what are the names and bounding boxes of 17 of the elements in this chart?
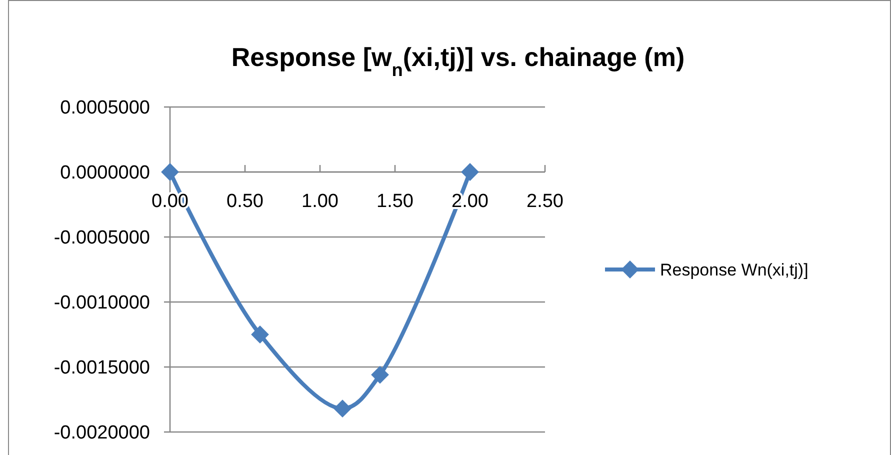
point [161, 163, 179, 181]
chart-title: Response [w$_{n}$(xi,tj)] vs. chainage (m) [231, 42, 685, 80]
point [461, 163, 479, 181]
legend-label: Response Wn(xi,tj)] [660, 260, 808, 280]
x-tick-label: 0.50 [226, 191, 264, 212]
y-tick-label: 0.0005000 [60, 98, 150, 119]
y-tick-label: 0.0000000 [60, 162, 150, 184]
x-tick-label: 2.50 [526, 191, 564, 212]
point [251, 326, 269, 344]
x-tick-label: 1.50 [376, 191, 414, 212]
y-tick-label: -0.0020000 [54, 422, 150, 444]
y-tick-label: -0.0010000 [54, 292, 150, 314]
y-tick-label: -0.0005000 [54, 228, 150, 249]
point [334, 400, 352, 418]
point [371, 366, 389, 384]
x-tick-label: 1.00 [302, 191, 338, 212]
y-tick-label: -0.0015000 [54, 358, 150, 379]
